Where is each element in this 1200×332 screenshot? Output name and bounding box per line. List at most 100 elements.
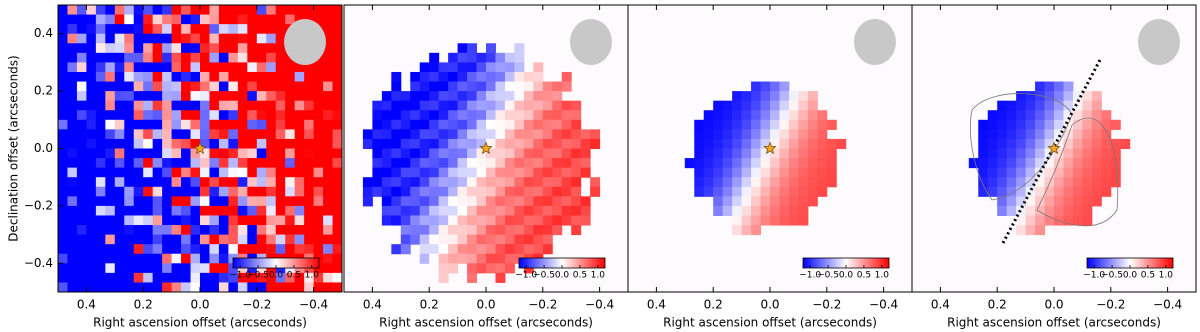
map-pixel bbox=[779, 81, 790, 92]
map-pixel bbox=[514, 215, 525, 226]
map-pixel bbox=[67, 158, 78, 169]
map-pixel bbox=[467, 234, 478, 245]
map-pixel bbox=[561, 205, 572, 216]
map-pixel bbox=[467, 158, 478, 169]
x-tick-label: −0.2 bbox=[812, 298, 841, 312]
map-pixel bbox=[190, 100, 201, 111]
map-pixel bbox=[247, 167, 258, 178]
map-pixel bbox=[552, 215, 563, 226]
map-pixel bbox=[86, 282, 97, 293]
map-pixel bbox=[751, 138, 762, 149]
map-pixel bbox=[133, 91, 144, 102]
map-pixel bbox=[114, 177, 125, 188]
map-pixel bbox=[751, 100, 762, 111]
map-pixel bbox=[124, 253, 135, 264]
map-pixel bbox=[1082, 138, 1093, 149]
map-pixel bbox=[438, 263, 449, 274]
map-pixel bbox=[171, 234, 182, 245]
map-pixel bbox=[200, 225, 210, 236]
map-pixel bbox=[76, 129, 87, 140]
map-pixel bbox=[218, 71, 229, 83]
map-pixel bbox=[332, 148, 343, 159]
map-pixel bbox=[58, 272, 68, 283]
map-pixel bbox=[438, 234, 449, 245]
map-pixel bbox=[703, 129, 714, 140]
colorbar-tick-label: 0.5 bbox=[1141, 271, 1155, 281]
map-pixel bbox=[457, 196, 468, 207]
map-pixel bbox=[323, 5, 334, 16]
map-pixel bbox=[400, 119, 411, 130]
map-pixel bbox=[200, 215, 210, 226]
map-pixel bbox=[514, 138, 525, 149]
map-pixel bbox=[798, 215, 809, 226]
map-pixel bbox=[209, 5, 220, 16]
map-pixel bbox=[237, 148, 248, 159]
map-pixel bbox=[228, 100, 239, 111]
map-pixel bbox=[294, 158, 305, 169]
map-pixel bbox=[1025, 225, 1036, 236]
map-pixel bbox=[457, 43, 468, 54]
map-pixel bbox=[275, 215, 286, 226]
map-pixel bbox=[256, 81, 267, 92]
map-pixel bbox=[1082, 119, 1093, 130]
map-pixel bbox=[105, 33, 116, 44]
map-pixel bbox=[190, 14, 201, 25]
map-pixel bbox=[228, 81, 239, 92]
map-pixel bbox=[114, 91, 125, 102]
map-pixel bbox=[1016, 186, 1027, 197]
map-pixel bbox=[313, 138, 324, 149]
map-pixel bbox=[256, 5, 267, 16]
map-pixel bbox=[228, 234, 239, 245]
map-pixel bbox=[218, 177, 229, 188]
map-pixel bbox=[228, 225, 239, 236]
map-pixel bbox=[171, 177, 182, 188]
map-pixel bbox=[410, 91, 421, 102]
map-pixel bbox=[228, 158, 239, 169]
map-pixel bbox=[457, 186, 468, 197]
map-pixel bbox=[751, 167, 762, 178]
map-pixel bbox=[448, 244, 459, 255]
map-pixel bbox=[400, 234, 411, 245]
map-pixel bbox=[114, 24, 125, 35]
map-pixel bbox=[1072, 110, 1083, 121]
map-pixel bbox=[1016, 110, 1027, 121]
map-pixel bbox=[237, 119, 248, 130]
map-pixel bbox=[67, 138, 78, 149]
map-pixel bbox=[1044, 129, 1055, 140]
map-pixel bbox=[1044, 177, 1055, 188]
map-pixel bbox=[247, 215, 258, 226]
map-pixel bbox=[181, 282, 192, 293]
map-pixel bbox=[58, 186, 68, 197]
map-pixel bbox=[133, 148, 144, 159]
map-pixel bbox=[486, 177, 496, 188]
map-pixel bbox=[256, 71, 267, 83]
map-pixel bbox=[391, 244, 402, 255]
map-pixel bbox=[266, 158, 277, 169]
map-pixel bbox=[218, 119, 229, 130]
map-pixel bbox=[162, 263, 173, 274]
map-pixel bbox=[162, 129, 173, 140]
map-pixel bbox=[504, 244, 515, 255]
map-pixel bbox=[124, 138, 135, 149]
map-pixel bbox=[419, 91, 430, 102]
map-pixel bbox=[533, 110, 544, 121]
map-pixel bbox=[381, 148, 392, 159]
map-pixel bbox=[143, 119, 154, 130]
map-pixel bbox=[419, 119, 430, 130]
map-pixel bbox=[209, 43, 220, 54]
map-pixel bbox=[95, 205, 106, 216]
map-pixel bbox=[228, 43, 239, 54]
map-pixel bbox=[457, 119, 468, 130]
map-pixel bbox=[561, 196, 572, 207]
map-pixel bbox=[86, 196, 97, 207]
map-pixel bbox=[533, 81, 544, 92]
map-pixel bbox=[266, 24, 277, 35]
map-pixel bbox=[171, 24, 182, 35]
colorbar-tick-label: 1.0 bbox=[305, 271, 320, 281]
map-pixel bbox=[95, 215, 106, 226]
map-pixel bbox=[419, 71, 430, 83]
map-pixel bbox=[323, 186, 334, 197]
colorbar-tick-label: 0.0 bbox=[1123, 271, 1138, 281]
map-pixel bbox=[124, 62, 135, 73]
